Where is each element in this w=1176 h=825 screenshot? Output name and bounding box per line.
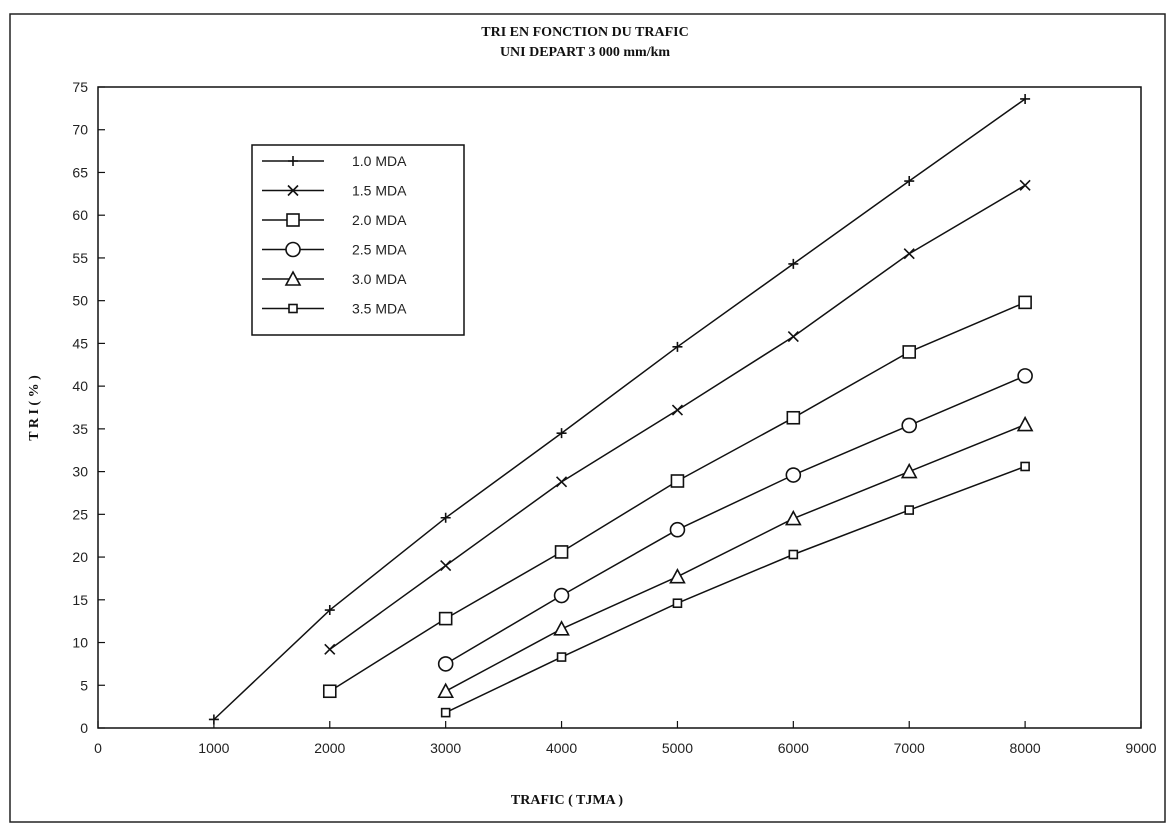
x-tick-label: 4000	[546, 740, 577, 756]
series-1-point	[324, 605, 335, 616]
y-tick-label: 75	[72, 79, 88, 95]
series-1-point	[208, 714, 219, 725]
y-tick-label: 15	[72, 592, 88, 608]
y-tick-label: 0	[80, 720, 88, 736]
series-1-point	[672, 341, 683, 352]
series-3-point	[1018, 295, 1032, 310]
series-6-point	[1020, 461, 1030, 472]
x-tick-label: 7000	[894, 740, 925, 756]
series-5-point	[669, 568, 686, 584]
chart-title: TRI EN FONCTION DU TRAFIC	[481, 25, 688, 40]
y-tick-label: 65	[72, 164, 88, 180]
y-tick-label: 20	[72, 549, 88, 565]
legend-label-6: 3.5 MDA	[352, 301, 407, 317]
series-3-point	[554, 545, 569, 559]
x-tick-label: 9000	[1125, 740, 1156, 756]
series-1-point	[556, 428, 567, 439]
series-4-point	[669, 521, 686, 538]
series-4-point	[901, 417, 918, 434]
x-tick-label: 3000	[430, 740, 461, 756]
y-tick-label: 30	[72, 464, 88, 480]
y-tick-label: 55	[72, 250, 88, 266]
plot-area	[97, 86, 1142, 729]
series-3-point	[786, 410, 801, 425]
legend-marker-2	[287, 184, 299, 197]
y-tick-label: 60	[72, 207, 88, 223]
x-tick-label: 1000	[198, 740, 229, 756]
series-5-point	[1016, 415, 1034, 432]
y-tick-label: 40	[72, 378, 88, 394]
series-5-point	[437, 682, 455, 699]
axis-ticks: 0 5 10 15 20 25 30 35 40 45 50 55 60 65 70 75 0 1000 2000 3…	[72, 79, 1156, 756]
series-2-point	[324, 643, 336, 655]
series-4-point	[1017, 368, 1033, 384]
series-6-point	[556, 652, 567, 662]
x-tick-label: 6000	[778, 740, 809, 756]
legend-marker-4	[285, 241, 301, 258]
page-frame	[9, 13, 1166, 823]
legend-marker-1	[288, 156, 298, 166]
legend-label-4: 2.5 MDA	[352, 242, 407, 258]
series-2-point	[440, 560, 452, 572]
series-2-point	[1019, 179, 1031, 191]
series-6-point	[788, 549, 799, 560]
x-tick-label: 0	[94, 740, 102, 756]
series-3-point	[902, 345, 917, 359]
legend-box	[251, 144, 465, 336]
legend-label-5: 3.0 MDA	[352, 271, 407, 287]
series-4-point	[553, 587, 570, 604]
x-tick-label: 5000	[662, 740, 693, 756]
series-6-point	[440, 707, 451, 718]
series-3-point	[438, 611, 453, 626]
series-6-point	[904, 505, 915, 515]
legend-marker-3	[286, 213, 300, 227]
series-4-point	[785, 467, 802, 483]
chart-subtitle: UNI DEPART 3 000 mm/km	[500, 45, 670, 60]
x-tick-label: 2000	[314, 740, 345, 756]
series-line-6	[445, 465, 1026, 714]
y-axis-title: T R I ( % )	[27, 375, 42, 441]
legend-label-3: 2.0 MDA	[352, 212, 407, 228]
series-1-point	[788, 258, 799, 269]
series-6-point	[672, 598, 683, 609]
series-line-1	[213, 98, 1026, 721]
series-3-point	[322, 684, 337, 699]
y-tick-label: 35	[72, 421, 88, 437]
series-markers	[208, 93, 1034, 725]
y-tick-label: 25	[72, 506, 88, 522]
legend: 1.0 MDA 1.5 MDA 2.0 MDA 2.5 MDA 3.0 MDA 3.5 M…	[251, 144, 465, 336]
series-2-point	[787, 330, 799, 343]
series-1-point	[1020, 93, 1031, 104]
series-5-point	[784, 509, 802, 526]
series-1-point	[904, 176, 915, 187]
series-5-point	[900, 462, 918, 479]
series-line-5	[445, 423, 1026, 692]
y-tick-label: 50	[72, 293, 88, 309]
x-tick-label: 8000	[1010, 740, 1041, 756]
series-4-point	[437, 656, 454, 672]
legend-label-1: 1.0 MDA	[352, 153, 407, 169]
series-1-point	[440, 512, 451, 523]
legend-label-2: 1.5 MDA	[352, 183, 407, 199]
legend-items: 1.0 MDA 1.5 MDA 2.0 MDA 2.5 MDA 3.0 MDA 3.5 M…	[262, 153, 407, 317]
y-tick-label: 45	[72, 335, 88, 351]
y-tick-label: 5	[80, 677, 88, 693]
legend-marker-5	[284, 270, 302, 286]
y-tick-label: 70	[72, 122, 88, 138]
series-2-point	[903, 248, 915, 260]
series-3-point	[670, 474, 685, 488]
series-5-point	[553, 620, 570, 636]
y-tick-label: 10	[72, 635, 88, 651]
series-2-point	[671, 404, 684, 416]
x-axis-title: TRAFIC ( TJMA )	[511, 793, 623, 808]
legend-marker-6	[288, 303, 298, 314]
series-2-point	[555, 476, 568, 488]
series-line-4	[445, 375, 1026, 665]
